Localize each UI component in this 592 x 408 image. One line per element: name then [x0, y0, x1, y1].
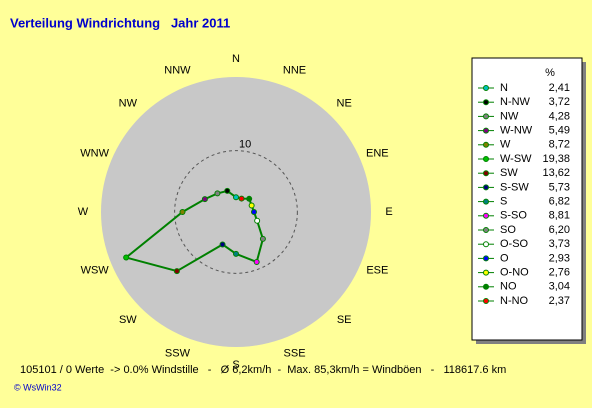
plot-area: [101, 77, 371, 347]
axis-label: N: [232, 53, 240, 65]
legend-marker: [483, 283, 489, 290]
legend-value: 2,93: [549, 252, 570, 264]
axis-label: NW: [119, 98, 138, 110]
axis-label: WNW: [80, 147, 109, 159]
legend-name: O-NO: [500, 267, 529, 279]
axis-label: SW: [119, 314, 137, 326]
legend-marker: [483, 156, 489, 162]
legend-marker: [483, 99, 489, 106]
legend-value: 19,38: [542, 153, 570, 165]
axis-label: SSE: [284, 347, 306, 359]
legend-value: 3,72: [549, 96, 570, 108]
legend-value: 6,82: [549, 196, 570, 208]
legend-value: 4,28: [549, 110, 570, 122]
legend-value: 13,62: [542, 167, 570, 179]
axis-label: NNW: [164, 65, 191, 77]
data-point: [201, 196, 208, 203]
legend-name: W-SW: [500, 153, 532, 165]
legend-value: 3,04: [549, 281, 570, 293]
legend-value: 8,81: [549, 210, 570, 222]
legend-name: W: [500, 139, 511, 151]
legend-marker: [483, 170, 489, 177]
legend-name: W-NW: [500, 125, 533, 137]
data-point: [123, 254, 130, 261]
legend-marker: [483, 184, 489, 191]
legend-box: [471, 57, 583, 341]
data-point: [238, 195, 245, 202]
legend-marker: [483, 198, 489, 205]
axis-label: W: [78, 206, 89, 218]
axis-label: SE: [337, 314, 352, 326]
data-point: [214, 190, 221, 197]
legend-value: 5,73: [549, 181, 570, 193]
data-point: [224, 187, 231, 194]
legend-value: 2,37: [549, 295, 570, 307]
legend-value: 2,41: [549, 82, 570, 94]
legend-name: SO: [500, 224, 516, 236]
legend-name: O-SO: [500, 238, 529, 250]
legend-name: SW: [500, 167, 518, 179]
data-point: [248, 202, 255, 209]
axis-label: WSW: [81, 264, 110, 276]
grid-ring: [174, 150, 298, 274]
axis-label: ESE: [366, 264, 388, 276]
data-point: [246, 195, 253, 202]
axis-label: E: [385, 206, 392, 218]
legend-marker: [483, 113, 489, 120]
legend-value: 2,76: [549, 267, 570, 279]
data-point: [179, 209, 186, 215]
legend-value: 8,72: [549, 139, 570, 151]
legend-marker: [483, 212, 489, 219]
data-point: [173, 268, 180, 275]
legend-value: 3,73: [549, 238, 570, 250]
legend-marker: [483, 269, 489, 276]
axis-label: NNE: [283, 65, 306, 77]
data-point: [219, 241, 226, 248]
legend-value: 5,49: [549, 125, 570, 137]
legend-marker: [483, 255, 489, 262]
footer: 105101 / 0 Werte -> 0.0% Windstille - Ø …: [20, 364, 506, 376]
legend-name: N-NO: [500, 295, 529, 307]
r-tick-label: 10: [239, 139, 251, 151]
data-point: [254, 217, 261, 224]
legend-value: 6,20: [549, 224, 570, 236]
axis-label: NE: [337, 98, 352, 110]
legend-marker: [483, 141, 489, 148]
data-point: [250, 209, 257, 215]
legend-name: S-SW: [500, 181, 529, 193]
legend-marker: [483, 127, 489, 134]
chart-title: Verteilung Windrichtung Jahr 2011: [10, 15, 230, 30]
legend-name: N: [500, 82, 508, 94]
credit: © WsWin32: [14, 382, 62, 392]
axis-label: ENE: [366, 147, 389, 159]
data-point: [233, 194, 239, 201]
legend-header: %: [545, 67, 555, 79]
legend-marker: [483, 298, 489, 304]
legend-marker: [483, 227, 489, 233]
axis-label: SSW: [165, 347, 191, 359]
data-point: [253, 258, 260, 265]
legend-name: S: [500, 196, 507, 208]
legend-marker: [483, 241, 489, 248]
data-point: [259, 235, 266, 242]
legend-name: N-NW: [500, 96, 531, 108]
legend-marker: [483, 85, 489, 91]
legend-name: O: [500, 252, 509, 264]
legend-name: NO: [500, 281, 517, 293]
data-point: [233, 250, 239, 257]
axis-label: S: [232, 359, 239, 371]
legend-name: NW: [500, 110, 519, 122]
legend-name: S-SO: [500, 210, 527, 222]
